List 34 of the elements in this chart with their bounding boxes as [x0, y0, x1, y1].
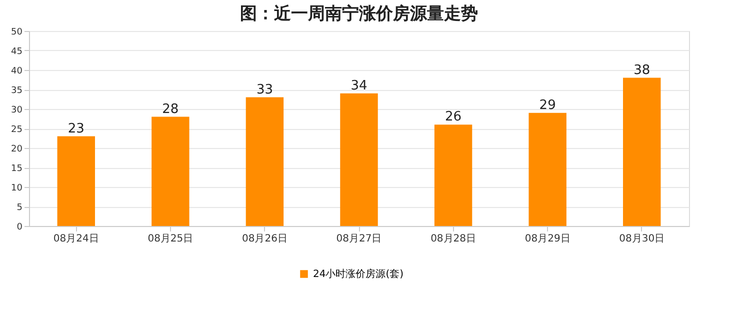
data-label: 33	[256, 82, 273, 98]
x-tick-label: 08月29日	[524, 234, 570, 244]
data-label: 26	[445, 110, 462, 125]
x-tick-label: 08月27日	[336, 234, 382, 244]
y-tick-label: 50	[11, 28, 23, 38]
chart-title: 图：近一周南宁涨价房源量走势	[240, 4, 478, 24]
y-tick-label: 10	[11, 184, 23, 194]
y-tick-label: 0	[16, 222, 23, 232]
y-tick-label: 25	[11, 125, 22, 135]
y-tick-label: 40	[11, 66, 23, 76]
data-label: 29	[539, 98, 556, 113]
bar	[340, 93, 378, 226]
y-tick-label: 45	[11, 47, 22, 57]
x-tick-label: 08月28日	[430, 234, 476, 244]
bar	[528, 112, 566, 226]
y-tick-label: 30	[11, 106, 23, 116]
x-tick-label: 08月26日	[242, 234, 288, 244]
data-label: 23	[68, 121, 84, 136]
x-tick-label: 08月30日	[619, 234, 665, 244]
legend-label: 24小时涨价房源(套)	[313, 268, 404, 280]
bar	[623, 78, 661, 226]
y-tick-label: 20	[11, 144, 23, 154]
bar	[246, 97, 284, 226]
data-label: 28	[162, 102, 179, 117]
bar	[434, 124, 472, 226]
y-tick-label: 5	[16, 203, 22, 213]
bar	[152, 116, 190, 226]
x-tick-label: 08月24日	[53, 234, 99, 244]
bar	[57, 136, 95, 226]
x-tick-label: 08月25日	[148, 234, 194, 244]
data-label: 34	[350, 78, 368, 94]
data-label: 38	[634, 62, 650, 78]
y-tick-label: 15	[11, 164, 22, 174]
y-tick-label: 35	[11, 86, 22, 96]
